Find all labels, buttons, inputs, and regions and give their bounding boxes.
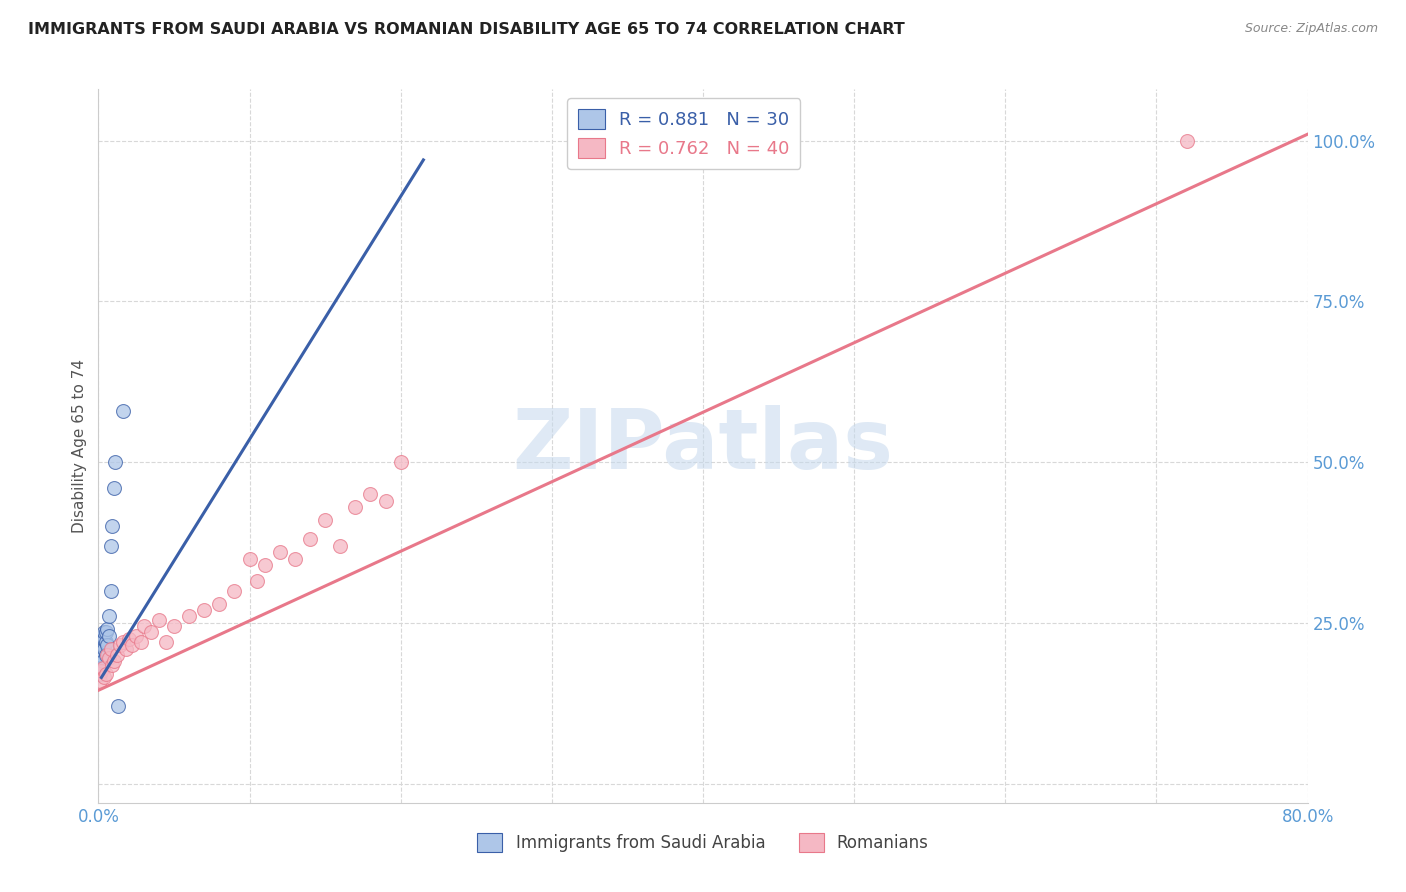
Point bbox=[253, 558, 276, 572]
Point bbox=[132, 619, 155, 633]
Point bbox=[89, 673, 111, 688]
Point bbox=[103, 654, 125, 668]
Point bbox=[100, 539, 122, 553]
Point bbox=[93, 625, 115, 640]
Legend: Immigrants from Saudi Arabia, Romanians: Immigrants from Saudi Arabia, Romanians bbox=[471, 827, 935, 859]
Point bbox=[111, 403, 134, 417]
Point bbox=[284, 551, 307, 566]
Point bbox=[89, 641, 111, 656]
Point bbox=[90, 648, 112, 662]
Y-axis label: Disability Age 65 to 74: Disability Age 65 to 74 bbox=[72, 359, 87, 533]
Point bbox=[89, 651, 111, 665]
Point bbox=[224, 583, 246, 598]
Point bbox=[299, 533, 322, 547]
Point bbox=[246, 574, 269, 588]
Text: Source: ZipAtlas.com: Source: ZipAtlas.com bbox=[1244, 22, 1378, 36]
Point bbox=[360, 487, 382, 501]
Point bbox=[93, 641, 115, 656]
Point bbox=[344, 500, 367, 514]
Point bbox=[90, 661, 112, 675]
Point bbox=[90, 664, 112, 678]
Point bbox=[89, 667, 111, 681]
Point bbox=[163, 619, 186, 633]
Point bbox=[94, 635, 117, 649]
Point bbox=[329, 539, 352, 553]
Point bbox=[141, 625, 163, 640]
Point bbox=[96, 622, 118, 636]
Point bbox=[374, 493, 396, 508]
Point bbox=[93, 670, 115, 684]
Point bbox=[389, 455, 412, 469]
Text: ZIPatlas: ZIPatlas bbox=[513, 406, 893, 486]
Point bbox=[114, 641, 136, 656]
Point bbox=[104, 455, 127, 469]
Text: IMMIGRANTS FROM SAUDI ARABIA VS ROMANIAN DISABILITY AGE 65 TO 74 CORRELATION CHA: IMMIGRANTS FROM SAUDI ARABIA VS ROMANIAN… bbox=[28, 22, 905, 37]
Point bbox=[179, 609, 201, 624]
Point bbox=[90, 635, 112, 649]
Point bbox=[90, 638, 112, 652]
Point bbox=[148, 613, 170, 627]
Point bbox=[105, 648, 128, 662]
Point bbox=[111, 635, 134, 649]
Point bbox=[98, 629, 121, 643]
Point bbox=[118, 632, 141, 646]
Point bbox=[89, 645, 111, 659]
Point bbox=[96, 638, 118, 652]
Point bbox=[193, 603, 215, 617]
Point bbox=[91, 629, 114, 643]
Point bbox=[108, 638, 131, 652]
Point bbox=[98, 651, 121, 665]
Point bbox=[98, 609, 121, 624]
Point bbox=[94, 625, 117, 640]
Point bbox=[94, 667, 117, 681]
Point bbox=[155, 635, 177, 649]
Point bbox=[125, 629, 148, 643]
Point bbox=[89, 657, 111, 672]
Point bbox=[121, 638, 143, 652]
Point bbox=[94, 648, 117, 662]
Point bbox=[93, 632, 115, 646]
Point bbox=[1175, 134, 1198, 148]
Point bbox=[208, 597, 231, 611]
Point bbox=[91, 638, 114, 652]
Point bbox=[96, 648, 118, 662]
Point bbox=[91, 632, 114, 646]
Point bbox=[129, 635, 152, 649]
Point bbox=[239, 551, 262, 566]
Point bbox=[107, 699, 129, 714]
Point bbox=[101, 657, 124, 672]
Point bbox=[100, 641, 122, 656]
Point bbox=[91, 654, 114, 668]
Point bbox=[91, 661, 114, 675]
Point bbox=[101, 519, 124, 533]
Point bbox=[100, 583, 122, 598]
Point bbox=[269, 545, 291, 559]
Point bbox=[314, 513, 336, 527]
Point bbox=[103, 481, 125, 495]
